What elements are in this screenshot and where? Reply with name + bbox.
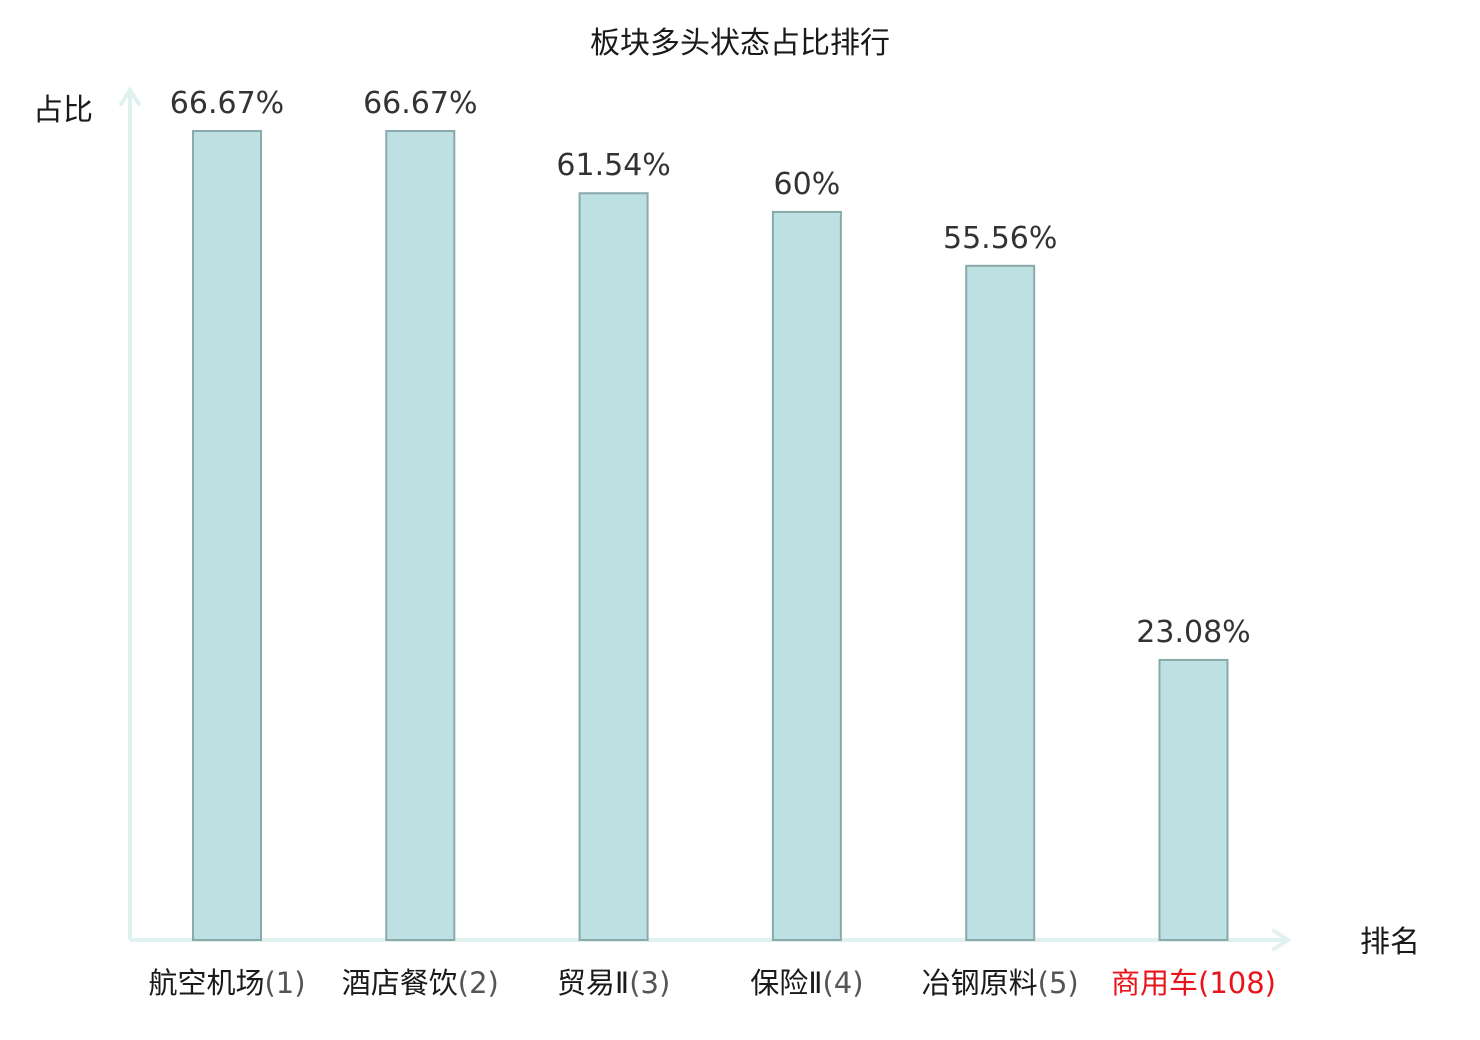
x-axis-title: 排名 bbox=[1360, 925, 1420, 960]
bar bbox=[1158, 658, 1229, 942]
category-label: 酒店餐饮(2) bbox=[342, 966, 499, 1000]
category-name: 商用车 bbox=[1111, 966, 1198, 1000]
category-label: 冶钢原料(5) bbox=[922, 966, 1079, 1000]
category-rank: (2) bbox=[458, 966, 499, 1000]
bar bbox=[771, 210, 842, 941]
category-rank: (1) bbox=[264, 966, 305, 1000]
category-rank: (3) bbox=[629, 966, 670, 1000]
bar bbox=[192, 130, 262, 941]
bar-value-label: 23.08% bbox=[1136, 615, 1250, 650]
x-axis-arrow bbox=[1272, 929, 1292, 951]
category-label: 商用车(108) bbox=[1111, 966, 1276, 1000]
y-axis-arrow bbox=[119, 86, 141, 106]
bar bbox=[965, 264, 1036, 941]
category-name: 贸易Ⅱ bbox=[557, 966, 629, 1000]
axes bbox=[119, 86, 1292, 951]
category-name: 冶钢原料 bbox=[922, 966, 1038, 1000]
category-labels-group: 航空机场(1) 酒店餐饮(2) 贸易Ⅱ(3) 保险Ⅱ(4) 冶钢原料(5) 商用车(108… bbox=[148, 966, 1276, 1000]
bar-value-label: 60% bbox=[774, 167, 841, 202]
category-rank: (108) bbox=[1198, 966, 1276, 1000]
bar-value-label: 61.54% bbox=[556, 148, 670, 183]
category-name: 航空机场 bbox=[148, 966, 264, 1000]
category-label: 贸易Ⅱ(3) bbox=[557, 966, 670, 1000]
bar bbox=[385, 130, 456, 941]
bar-value-label: 66.67% bbox=[170, 86, 284, 121]
y-axis-title: 占比 bbox=[33, 93, 93, 128]
bars-group bbox=[192, 130, 1229, 942]
category-rank: (5) bbox=[1038, 966, 1079, 1000]
bar-value-label: 55.56% bbox=[943, 221, 1057, 256]
data-labels-group: 66.67% 66.67% 61.54% 60% 55.56% 23.08% bbox=[170, 86, 1251, 650]
bar bbox=[578, 192, 649, 941]
chart-title: 板块多头状态占比排行 bbox=[590, 26, 890, 61]
category-label: 航空机场(1) bbox=[148, 966, 305, 1000]
category-label: 保险Ⅱ(4) bbox=[750, 966, 863, 1000]
category-name: 酒店餐饮 bbox=[342, 966, 458, 1000]
category-name: 保险Ⅱ bbox=[750, 966, 822, 1000]
bar-value-label: 66.67% bbox=[363, 86, 477, 121]
category-rank: (4) bbox=[822, 966, 863, 1000]
